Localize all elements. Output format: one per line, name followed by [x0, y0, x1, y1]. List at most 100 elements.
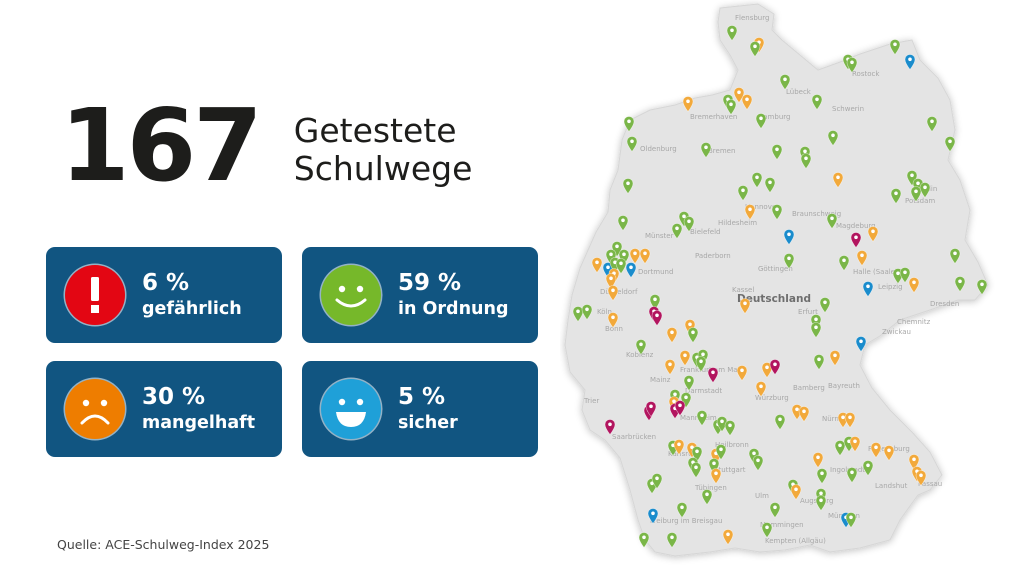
- germany-map[interactable]: Flensburg Lübeck Rostock Hamburg Schwerin Bre…: [560, 0, 1000, 576]
- map-pin-green-icon[interactable]: [726, 25, 738, 41]
- map-pin-green-icon[interactable]: [751, 172, 763, 188]
- map-pin-green-icon[interactable]: [926, 116, 938, 132]
- map-pin-orange-icon[interactable]: [607, 285, 619, 301]
- map-pin-orange-icon[interactable]: [736, 365, 748, 381]
- map-pin-green-icon[interactable]: [811, 94, 823, 110]
- map-pin-green-icon[interactable]: [783, 253, 795, 269]
- map-pin-green-icon[interactable]: [769, 502, 781, 518]
- map-pin-green-icon[interactable]: [826, 213, 838, 229]
- map-pin-orange-icon[interactable]: [755, 381, 767, 397]
- map-pin-orange-icon[interactable]: [798, 406, 810, 422]
- map-pin-green-icon[interactable]: [845, 512, 857, 528]
- map-pin-green-icon[interactable]: [649, 294, 661, 310]
- map-pin-red-icon[interactable]: [707, 367, 719, 383]
- map-pin-green-icon[interactable]: [846, 467, 858, 483]
- map-pin-green-icon[interactable]: [764, 177, 776, 193]
- map-pin-green-icon[interactable]: [944, 136, 956, 152]
- map-pin-orange-icon[interactable]: [739, 298, 751, 314]
- map-pin-green-icon[interactable]: [626, 136, 638, 152]
- map-pin-green-icon[interactable]: [761, 522, 773, 538]
- map-pin-orange-icon[interactable]: [591, 257, 603, 273]
- map-pin-green-icon[interactable]: [635, 339, 647, 355]
- map-pin-green-icon[interactable]: [838, 255, 850, 271]
- map-pin-blue-icon[interactable]: [783, 229, 795, 245]
- map-pin-green-icon[interactable]: [687, 327, 699, 343]
- map-pin-red-icon[interactable]: [850, 232, 862, 248]
- map-pin-green-icon[interactable]: [810, 322, 822, 338]
- map-pin-green-icon[interactable]: [715, 444, 727, 460]
- map-pin-green-icon[interactable]: [737, 185, 749, 201]
- map-pin-green-icon[interactable]: [771, 144, 783, 160]
- map-pin-green-icon[interactable]: [725, 99, 737, 115]
- map-pin-red-icon[interactable]: [604, 419, 616, 435]
- map-pin-red-icon[interactable]: [769, 359, 781, 375]
- map-pin-blue-icon[interactable]: [862, 281, 874, 297]
- map-pin-green-icon[interactable]: [671, 223, 683, 239]
- map-pin-green-icon[interactable]: [666, 532, 678, 548]
- map-pin-red-icon[interactable]: [645, 401, 657, 417]
- map-pin-orange-icon[interactable]: [867, 226, 879, 242]
- map-pin-orange-icon[interactable]: [790, 484, 802, 500]
- map-pin-green-icon[interactable]: [638, 532, 650, 548]
- map-pin-orange-icon[interactable]: [829, 350, 841, 366]
- map-pin-green-icon[interactable]: [622, 178, 634, 194]
- map-pin-orange-icon[interactable]: [733, 87, 745, 103]
- map-pin-green-icon[interactable]: [700, 142, 712, 158]
- map-pin-orange-icon[interactable]: [856, 250, 868, 266]
- map-pin-orange-icon[interactable]: [639, 248, 651, 264]
- map-pin-green-icon[interactable]: [815, 495, 827, 511]
- map-pin-orange-icon[interactable]: [832, 172, 844, 188]
- map-pin-green-icon[interactable]: [755, 113, 767, 129]
- map-pin-green-icon[interactable]: [695, 356, 707, 372]
- map-pin-red-icon[interactable]: [674, 400, 686, 416]
- map-pin-green-icon[interactable]: [771, 204, 783, 220]
- map-pin-green-icon[interactable]: [779, 74, 791, 90]
- map-pin-orange-icon[interactable]: [664, 359, 676, 375]
- map-pin-green-icon[interactable]: [949, 248, 961, 264]
- map-pin-green-icon[interactable]: [800, 153, 812, 169]
- map-pin-orange-icon[interactable]: [849, 436, 861, 452]
- map-pin-green-icon[interactable]: [819, 297, 831, 313]
- map-pin-green-icon[interactable]: [696, 410, 708, 426]
- map-pin-green-icon[interactable]: [724, 420, 736, 436]
- map-pin-green-icon[interactable]: [581, 304, 593, 320]
- map-pin-green-icon[interactable]: [683, 375, 695, 391]
- map-pin-orange-icon[interactable]: [883, 445, 895, 461]
- map-pin-green-icon[interactable]: [919, 182, 931, 198]
- map-pin-green-icon[interactable]: [716, 416, 728, 432]
- map-pin-orange-icon[interactable]: [741, 94, 753, 110]
- map-pin-green-icon[interactable]: [976, 279, 988, 295]
- map-pin-green-icon[interactable]: [690, 462, 702, 478]
- map-pin-orange-icon[interactable]: [682, 96, 694, 112]
- map-pin-orange-icon[interactable]: [844, 412, 856, 428]
- map-pin-orange-icon[interactable]: [908, 277, 920, 293]
- map-pin-blue-icon[interactable]: [625, 262, 637, 278]
- map-pin-green-icon[interactable]: [899, 267, 911, 283]
- map-pin-green-icon[interactable]: [954, 276, 966, 292]
- map-pin-orange-icon[interactable]: [915, 470, 927, 486]
- map-pin-green-icon[interactable]: [774, 414, 786, 430]
- map-pin-green-icon[interactable]: [623, 116, 635, 132]
- map-pin-blue-icon[interactable]: [855, 336, 867, 352]
- map-pin-green-icon[interactable]: [749, 41, 761, 57]
- map-pin-orange-icon[interactable]: [870, 442, 882, 458]
- map-pin-green-icon[interactable]: [683, 216, 695, 232]
- map-pin-orange-icon[interactable]: [673, 439, 685, 455]
- map-pin-blue-icon[interactable]: [647, 508, 659, 524]
- map-pin-green-icon[interactable]: [676, 502, 688, 518]
- map-pin-orange-icon[interactable]: [607, 312, 619, 328]
- map-pin-orange-icon[interactable]: [679, 350, 691, 366]
- map-pin-orange-icon[interactable]: [722, 529, 734, 545]
- map-pin-green-icon[interactable]: [617, 215, 629, 231]
- map-pin-green-icon[interactable]: [701, 489, 713, 505]
- map-pin-green-icon[interactable]: [752, 455, 764, 471]
- map-pin-green-icon[interactable]: [813, 354, 825, 370]
- map-pin-orange-icon[interactable]: [666, 327, 678, 343]
- map-pin-green-icon[interactable]: [816, 468, 828, 484]
- map-pin-green-icon[interactable]: [910, 186, 922, 202]
- map-pin-green-icon[interactable]: [615, 258, 627, 274]
- map-pin-orange-icon[interactable]: [761, 362, 773, 378]
- map-pin-green-icon[interactable]: [890, 188, 902, 204]
- map-pin-orange-icon[interactable]: [812, 452, 824, 468]
- map-pin-orange-icon[interactable]: [629, 248, 641, 264]
